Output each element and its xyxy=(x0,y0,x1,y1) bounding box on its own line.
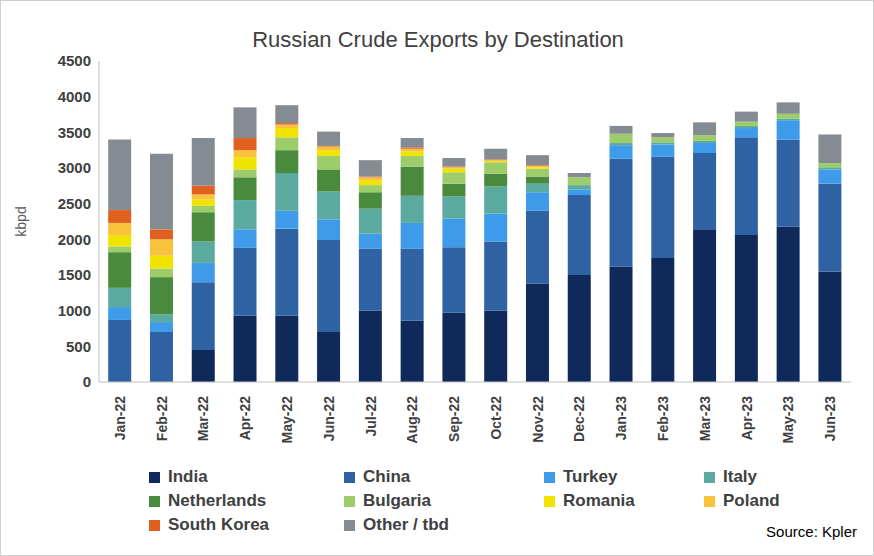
svg-text:Jan-23: Jan-23 xyxy=(613,396,629,441)
html-text:Russian Crude Exports by Desti: Russian Crude Exports by Destination xyxy=(252,27,624,52)
svg-text:0: 0 xyxy=(83,373,91,390)
svg-text:Dec-22: Dec-22 xyxy=(571,396,587,442)
svg-text:Feb-23: Feb-23 xyxy=(655,396,671,441)
html-text:India: India xyxy=(168,467,208,486)
html-text:Italy: Italy xyxy=(723,467,757,486)
svg-text:1500: 1500 xyxy=(58,266,91,283)
svg-text:1000: 1000 xyxy=(58,302,91,319)
svg-text:2500: 2500 xyxy=(58,195,91,212)
svg-text:Mar-23: Mar-23 xyxy=(697,396,713,441)
svg-text:Feb-22: Feb-22 xyxy=(154,396,170,441)
html-text:Other / tbd: Other / tbd xyxy=(363,515,449,534)
svg-text:Jun-22: Jun-22 xyxy=(321,396,337,441)
svg-text:4000: 4000 xyxy=(58,88,91,105)
svg-text:May-23: May-23 xyxy=(780,396,796,444)
svg-text:Sep-22: Sep-22 xyxy=(446,396,462,442)
svg-text:Jun-23: Jun-23 xyxy=(822,396,838,441)
svg-text:2000: 2000 xyxy=(58,231,91,248)
svg-text:Apr-22: Apr-22 xyxy=(237,396,253,441)
svg-text:May-22: May-22 xyxy=(279,396,295,444)
html-text:Netherlands: Netherlands xyxy=(168,491,267,510)
html-text:Bulgaria: Bulgaria xyxy=(363,491,431,510)
svg-text:Mar-22: Mar-22 xyxy=(195,396,211,441)
svg-text:3000: 3000 xyxy=(58,159,91,176)
html-text:Source: Kpler: Source: Kpler xyxy=(766,523,857,540)
svg-text:500: 500 xyxy=(66,338,91,355)
html-text:China: China xyxy=(363,467,411,486)
html-text:Turkey: Turkey xyxy=(563,467,618,486)
html-text:South Korea: South Korea xyxy=(168,515,270,534)
svg-text:4500: 4500 xyxy=(58,52,91,69)
svg-text:3500: 3500 xyxy=(58,124,91,141)
svg-text:Jan-22: Jan-22 xyxy=(112,396,128,441)
svg-text:kbpd: kbpd xyxy=(13,206,29,236)
svg-text:Aug-22: Aug-22 xyxy=(404,396,420,444)
svg-text:Jul-22: Jul-22 xyxy=(363,396,379,437)
svg-text:Nov-22: Nov-22 xyxy=(530,396,546,443)
svg-text:Apr-23: Apr-23 xyxy=(739,396,755,441)
svg-text:Oct-22: Oct-22 xyxy=(488,396,504,440)
html-text:Poland: Poland xyxy=(723,491,780,510)
html-text:Romania: Romania xyxy=(563,491,635,510)
